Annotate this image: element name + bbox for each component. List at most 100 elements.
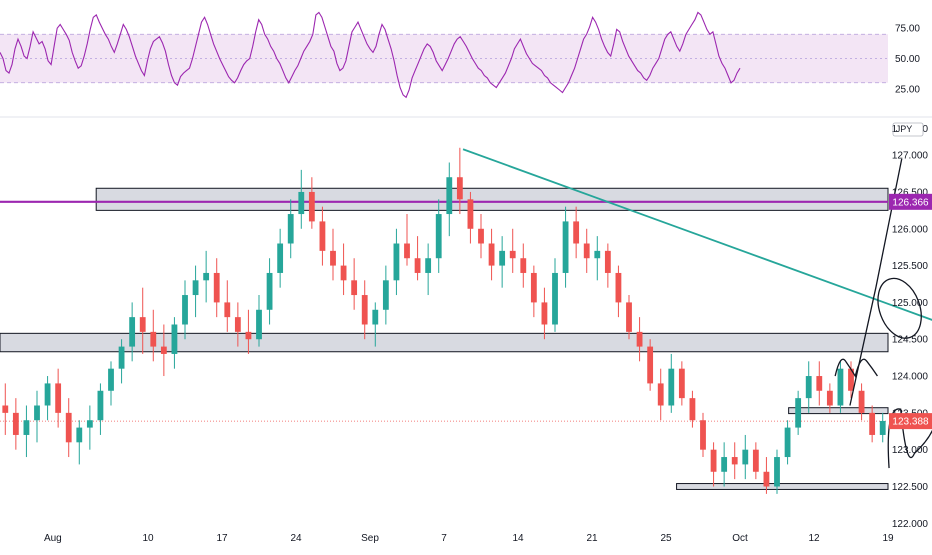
candle-body bbox=[23, 420, 30, 435]
candle-body bbox=[414, 258, 421, 273]
candle-body bbox=[160, 346, 167, 354]
candle bbox=[583, 228, 590, 273]
candle-body bbox=[594, 250, 601, 259]
price-y-tick-label: 122.500 bbox=[892, 482, 929, 493]
scale-number-left: 1 bbox=[891, 124, 897, 135]
candle bbox=[858, 383, 865, 421]
candle-body bbox=[752, 449, 759, 472]
price-y-tick-label: 126.000 bbox=[892, 224, 929, 235]
candle-body bbox=[12, 412, 19, 435]
price-tag-label: 123.388 bbox=[892, 417, 929, 428]
candle-body bbox=[721, 457, 728, 472]
candle bbox=[287, 199, 294, 259]
candle bbox=[425, 243, 432, 296]
price-y-tick-label: 122.000 bbox=[892, 519, 929, 530]
x-tick-label: 25 bbox=[660, 533, 672, 544]
candle-body bbox=[583, 243, 590, 259]
candle-body bbox=[774, 457, 780, 487]
candle-body bbox=[446, 177, 453, 215]
oscillator-y-axis: 75.00 50.00 25.00 bbox=[895, 24, 920, 96]
candle bbox=[330, 228, 336, 281]
candle bbox=[731, 442, 738, 480]
trendline[interactable] bbox=[462, 148, 932, 365]
circle-annotation[interactable] bbox=[870, 272, 929, 344]
price-tag-label: 126.366 bbox=[892, 197, 929, 208]
candle-body bbox=[150, 331, 157, 347]
candle bbox=[118, 339, 125, 384]
candle-body bbox=[425, 258, 432, 273]
candle-body bbox=[552, 272, 558, 325]
candle bbox=[435, 199, 442, 273]
candle-body bbox=[647, 346, 654, 384]
support-resistance-zone[interactable] bbox=[95, 187, 889, 211]
support-resistance-zone[interactable] bbox=[676, 483, 889, 490]
candle bbox=[224, 280, 231, 332]
candle bbox=[340, 243, 347, 296]
candle-body bbox=[382, 280, 389, 310]
candle bbox=[277, 228, 284, 288]
candle bbox=[467, 191, 474, 244]
candle bbox=[266, 258, 273, 325]
candle-body bbox=[118, 346, 125, 369]
candle bbox=[837, 361, 844, 413]
candle-body bbox=[393, 243, 400, 281]
candle bbox=[615, 265, 622, 318]
candle-body bbox=[97, 390, 104, 421]
x-tick-label: Sep bbox=[361, 533, 379, 544]
oscillator-band bbox=[0, 34, 888, 83]
candle-body bbox=[76, 427, 83, 443]
price-tag-background bbox=[889, 193, 932, 210]
candle bbox=[160, 324, 167, 377]
candle bbox=[668, 353, 675, 413]
candle bbox=[414, 236, 421, 281]
candle bbox=[351, 258, 358, 310]
candle bbox=[213, 258, 220, 318]
oscillator-panel: 75.00 50.00 25.00 bbox=[0, 11, 920, 99]
currency-badge[interactable] bbox=[892, 122, 924, 137]
candle-body bbox=[848, 368, 854, 391]
candle bbox=[700, 412, 706, 458]
candles-group bbox=[2, 147, 886, 494]
head-and-shoulders-sketch[interactable] bbox=[834, 358, 878, 378]
candle bbox=[478, 214, 484, 259]
candle-body bbox=[2, 405, 9, 413]
candle bbox=[139, 287, 146, 354]
candle bbox=[552, 258, 558, 332]
candle bbox=[594, 236, 601, 281]
candle bbox=[86, 405, 93, 450]
candle-body bbox=[171, 324, 178, 354]
candle bbox=[76, 420, 83, 465]
candle-body bbox=[192, 280, 199, 296]
candle-body bbox=[763, 471, 770, 487]
candle bbox=[55, 368, 62, 428]
candle bbox=[171, 317, 178, 369]
candle bbox=[203, 250, 210, 303]
candle-body bbox=[467, 199, 474, 229]
candle-body bbox=[182, 295, 188, 325]
support-resistance-zone[interactable] bbox=[788, 407, 889, 415]
candle bbox=[721, 442, 728, 487]
candle-body bbox=[224, 302, 231, 318]
candle-body bbox=[213, 272, 220, 303]
candle bbox=[256, 295, 262, 347]
price-y-tick-label: 125.000 bbox=[892, 298, 929, 309]
candle-body bbox=[277, 243, 284, 273]
support-resistance-zone[interactable] bbox=[0, 332, 889, 353]
candle bbox=[848, 361, 854, 399]
candle-body bbox=[879, 420, 886, 435]
candle bbox=[23, 405, 30, 458]
currency-label[interactable]: JPY bbox=[896, 124, 913, 134]
price-y-tick-label: 125.500 bbox=[892, 261, 929, 272]
candle-body bbox=[65, 412, 72, 443]
x-tick-label: 10 bbox=[142, 533, 154, 544]
candle-body bbox=[340, 265, 347, 281]
candle-body bbox=[404, 243, 410, 259]
candle bbox=[742, 434, 749, 480]
candle bbox=[404, 214, 410, 266]
candle-body bbox=[435, 214, 442, 259]
candle bbox=[382, 265, 389, 325]
candle-body bbox=[742, 449, 749, 465]
candle bbox=[361, 280, 368, 340]
